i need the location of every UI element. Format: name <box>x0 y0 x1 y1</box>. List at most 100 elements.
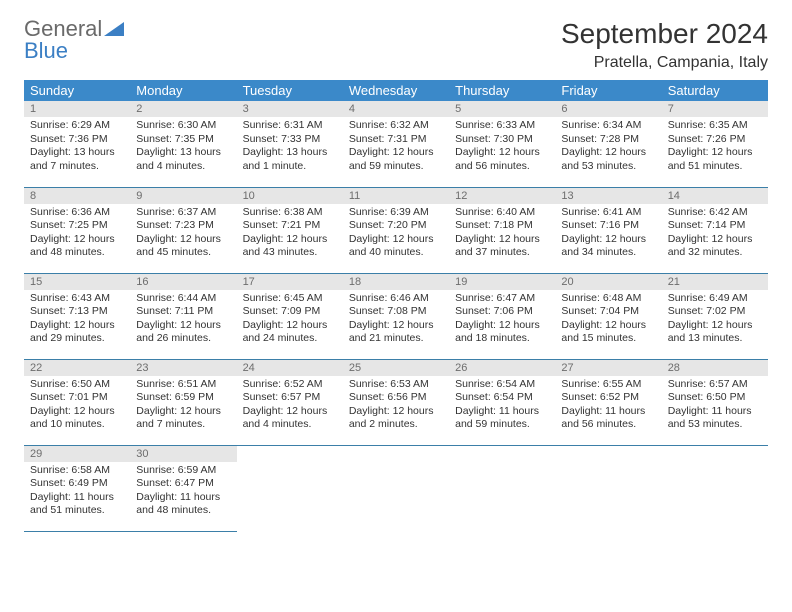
day-cell: 19Sunrise: 6:47 AMSunset: 7:06 PMDayligh… <box>449 273 555 359</box>
day-number: 9 <box>130 188 236 204</box>
sunrise-line: Sunrise: 6:44 AM <box>136 292 230 306</box>
day-body: Sunrise: 6:37 AMSunset: 7:23 PMDaylight:… <box>130 204 236 265</box>
day-cell: 25Sunrise: 6:53 AMSunset: 6:56 PMDayligh… <box>343 359 449 445</box>
sunset-line: Sunset: 6:57 PM <box>243 391 337 405</box>
daylight-line-1: Daylight: 12 hours <box>668 319 762 333</box>
sunrise-line: Sunrise: 6:29 AM <box>30 119 124 133</box>
sunrise-line: Sunrise: 6:36 AM <box>30 206 124 220</box>
day-cell: 23Sunrise: 6:51 AMSunset: 6:59 PMDayligh… <box>130 359 236 445</box>
sunset-line: Sunset: 6:47 PM <box>136 477 230 491</box>
day-cell: 12 Sunrise: 6:40 AMSunset: 7:18 PMDayligh… <box>449 187 555 273</box>
sunset-line: Sunset: 7:21 PM <box>243 219 337 233</box>
week-row: 1Sunrise: 6:29 AMSunset: 7:36 PMDaylight… <box>24 101 768 187</box>
daylight-line-1: Daylight: 12 hours <box>455 319 549 333</box>
sunrise-line: Sunrise: 6:34 AM <box>561 119 655 133</box>
day-number: 11 <box>343 188 449 204</box>
day-cell: 26Sunrise: 6:54 AMSunset: 6:54 PMDayligh… <box>449 359 555 445</box>
day-body: Sunrise: 6:30 AMSunset: 7:35 PMDaylight:… <box>130 117 236 178</box>
day-body: Sunrise: 6:43 AMSunset: 7:13 PMDaylight:… <box>24 290 130 351</box>
daylight-line-2: and 37 minutes. <box>455 246 549 260</box>
day-body: Sunrise: 6:48 AMSunset: 7:04 PMDaylight:… <box>555 290 661 351</box>
day-header: Thursday <box>449 80 555 101</box>
daylight-line-2: and 1 minute. <box>243 160 337 174</box>
daylight-line-2: and 32 minutes. <box>668 246 762 260</box>
day-cell: 7Sunrise: 6:35 AMSunset: 7:26 PMDaylight… <box>662 101 768 187</box>
daylight-line-2: and 2 minutes. <box>349 418 443 432</box>
week-row: 8Sunrise: 6:36 AMSunset: 7:25 PMDaylight… <box>24 187 768 273</box>
day-number: 25 <box>343 360 449 376</box>
day-header: Sunday <box>24 80 130 101</box>
sunset-line: Sunset: 6:56 PM <box>349 391 443 405</box>
sunrise-line: Sunrise: 6:33 AM <box>455 119 549 133</box>
sunrise-line: Sunrise: 6:43 AM <box>30 292 124 306</box>
day-body: Sunrise: 6:50 AMSunset: 7:01 PMDaylight:… <box>24 376 130 437</box>
daylight-line-1: Daylight: 12 hours <box>30 319 124 333</box>
day-body: Sunrise: 6:58 AMSunset: 6:49 PMDaylight:… <box>24 462 130 523</box>
daylight-line-1: Daylight: 12 hours <box>349 233 443 247</box>
day-cell: 4Sunrise: 6:32 AMSunset: 7:31 PMDaylight… <box>343 101 449 187</box>
daylight-line-1: Daylight: 12 hours <box>561 233 655 247</box>
day-number: 29 <box>24 446 130 462</box>
day-header: Friday <box>555 80 661 101</box>
day-cell: 21Sunrise: 6:49 AMSunset: 7:02 PMDayligh… <box>662 273 768 359</box>
day-header: Wednesday <box>343 80 449 101</box>
day-cell: 27Sunrise: 6:55 AMSunset: 6:52 PMDayligh… <box>555 359 661 445</box>
daylight-line-2: and 45 minutes. <box>136 246 230 260</box>
daylight-line-2: and 59 minutes. <box>349 160 443 174</box>
daylight-line-1: Daylight: 11 hours <box>561 405 655 419</box>
day-header: Tuesday <box>237 80 343 101</box>
day-number: 19 <box>449 274 555 290</box>
sunset-line: Sunset: 7:31 PM <box>349 133 443 147</box>
sunrise-line: Sunrise: 6:49 AM <box>668 292 762 306</box>
daylight-line-2: and 40 minutes. <box>349 246 443 260</box>
sunrise-line: Sunrise: 6:31 AM <box>243 119 337 133</box>
daylight-line-1: Daylight: 12 hours <box>349 319 443 333</box>
sunset-line: Sunset: 7:18 PM <box>455 219 549 233</box>
day-cell: 28Sunrise: 6:57 AMSunset: 6:50 PMDayligh… <box>662 359 768 445</box>
daylight-line-1: Daylight: 11 hours <box>668 405 762 419</box>
day-number: 21 <box>662 274 768 290</box>
daylight-line-2: and 18 minutes. <box>455 332 549 346</box>
daylight-line-1: Daylight: 11 hours <box>455 405 549 419</box>
day-number: 12 <box>449 188 555 204</box>
daylight-line-2: and 51 minutes. <box>30 504 124 518</box>
logo: General Blue <box>24 18 124 62</box>
day-body: Sunrise: 6:35 AMSunset: 7:26 PMDaylight:… <box>662 117 768 178</box>
sunset-line: Sunset: 7:30 PM <box>455 133 549 147</box>
month-title: September 2024 <box>561 18 768 50</box>
daylight-line-1: Daylight: 12 hours <box>243 405 337 419</box>
daylight-line-2: and 4 minutes. <box>243 418 337 432</box>
daylight-line-2: and 53 minutes. <box>668 418 762 432</box>
day-body: Sunrise: 6:29 AMSunset: 7:36 PMDaylight:… <box>24 117 130 178</box>
daylight-line-1: Daylight: 12 hours <box>136 319 230 333</box>
daylight-line-2: and 56 minutes. <box>455 160 549 174</box>
daylight-line-1: Daylight: 12 hours <box>30 233 124 247</box>
daylight-line-1: Daylight: 12 hours <box>455 233 549 247</box>
day-cell: 30Sunrise: 6:59 AMSunset: 6:47 PMDayligh… <box>130 445 236 531</box>
week-row: 29Sunrise: 6:58 AMSunset: 6:49 PMDayligh… <box>24 445 768 531</box>
header: General Blue September 2024 Pratella, Ca… <box>24 18 768 72</box>
sunrise-line: Sunrise: 6:40 AM <box>455 206 549 220</box>
daylight-line-2: and 21 minutes. <box>349 332 443 346</box>
day-body: Sunrise: 6:54 AMSunset: 6:54 PMDaylight:… <box>449 376 555 437</box>
sunrise-line: Sunrise: 6:39 AM <box>349 206 443 220</box>
week-row: 15Sunrise: 6:43 AMSunset: 7:13 PMDayligh… <box>24 273 768 359</box>
sunrise-line: Sunrise: 6:46 AM <box>349 292 443 306</box>
day-number: 14 <box>662 188 768 204</box>
daylight-line-2: and 29 minutes. <box>30 332 124 346</box>
sunrise-line: Sunrise: 6:47 AM <box>455 292 549 306</box>
sunset-line: Sunset: 7:09 PM <box>243 305 337 319</box>
day-number: 4 <box>343 101 449 117</box>
daylight-line-1: Daylight: 12 hours <box>349 146 443 160</box>
day-body: Sunrise: 6:45 AMSunset: 7:09 PMDaylight:… <box>237 290 343 351</box>
day-cell: 22Sunrise: 6:50 AMSunset: 7:01 PMDayligh… <box>24 359 130 445</box>
sunset-line: Sunset: 7:04 PM <box>561 305 655 319</box>
day-cell: 29Sunrise: 6:58 AMSunset: 6:49 PMDayligh… <box>24 445 130 531</box>
daylight-line-1: Daylight: 12 hours <box>455 146 549 160</box>
day-number: 24 <box>237 360 343 376</box>
day-cell: 13Sunrise: 6:41 AMSunset: 7:16 PMDayligh… <box>555 187 661 273</box>
day-number: 27 <box>555 360 661 376</box>
week-row: 22Sunrise: 6:50 AMSunset: 7:01 PMDayligh… <box>24 359 768 445</box>
daylight-line-2: and 34 minutes. <box>561 246 655 260</box>
sunrise-line: Sunrise: 6:53 AM <box>349 378 443 392</box>
